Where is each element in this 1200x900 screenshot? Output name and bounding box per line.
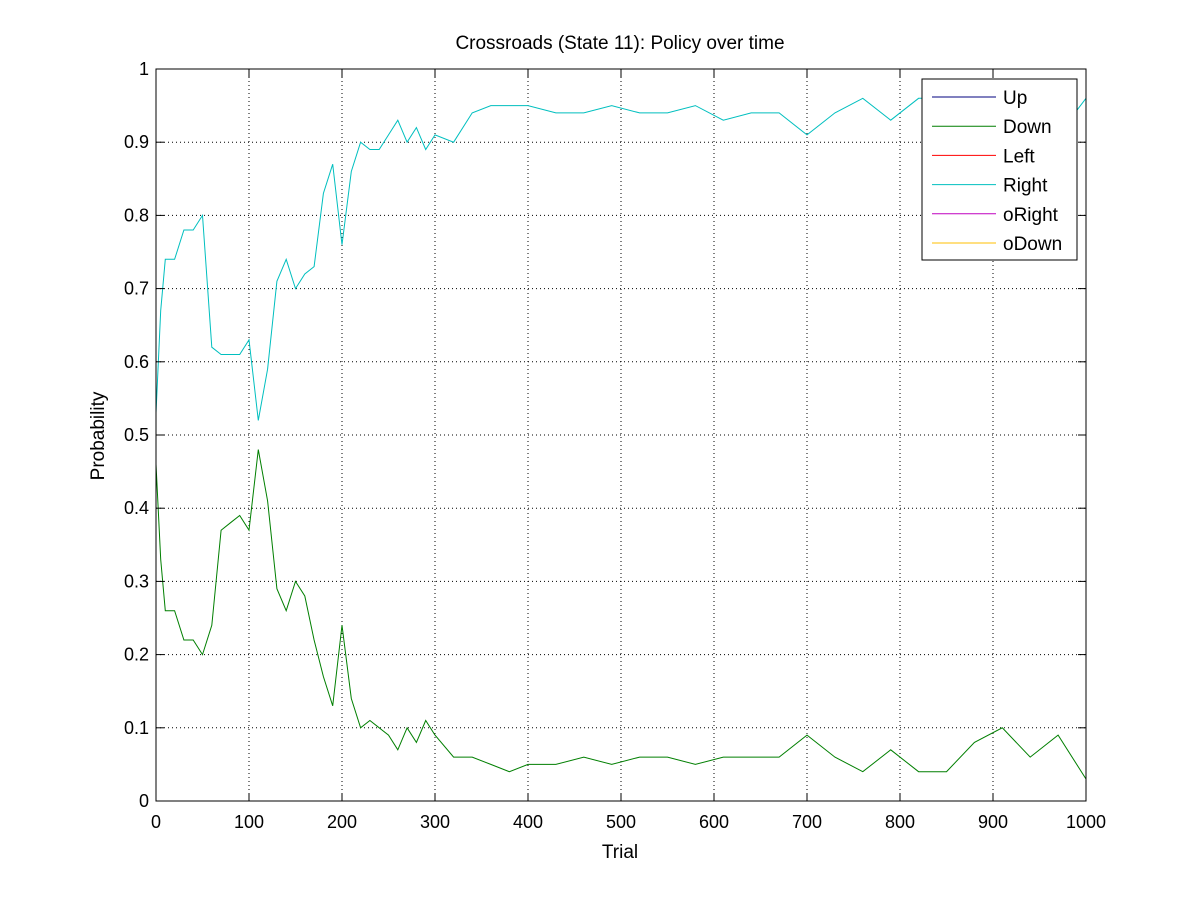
x-tick-label: 300 [420, 812, 450, 832]
legend-label-right: Right [1003, 176, 1048, 197]
chart-title: Crossroads (State 11): Policy over time [455, 33, 784, 54]
y-tick-label: 0.4 [124, 498, 149, 518]
y-tick-label: 0.8 [124, 205, 149, 225]
y-axis-label: Probability [88, 391, 109, 480]
y-tick-label: 0.7 [124, 279, 149, 299]
x-tick-label: 400 [513, 812, 543, 832]
legend-label-down: Down [1003, 117, 1052, 138]
legend-label-left: Left [1003, 146, 1035, 167]
x-axis-label: Trial [602, 842, 638, 863]
x-tick-label: 1000 [1066, 812, 1106, 832]
legend-label-oright: oRight [1003, 205, 1059, 226]
legend-box [921, 78, 1078, 261]
x-tick-label: 800 [885, 812, 915, 832]
y-tick-label: 0.5 [124, 425, 149, 445]
legend: Up Down Left Right oRight oDown [921, 78, 1078, 261]
y-tick-label: 0.2 [124, 645, 149, 665]
x-tick-label: 900 [978, 812, 1008, 832]
x-tick-label: 500 [606, 812, 636, 832]
x-tick-label: 700 [792, 812, 822, 832]
grid-lines [156, 69, 1086, 801]
y-tick-label: 0.1 [124, 718, 149, 738]
y-tick-label: 0.6 [124, 352, 149, 372]
series-line-right [155, 97, 1087, 421]
x-tick-label: 100 [234, 812, 264, 832]
legend-label-up: Up [1003, 88, 1027, 109]
axis-ticks: 0 100 200 300 400 500 600 700 800 900 1000 0 0.1 0.2 0… [124, 59, 1106, 832]
x-tick-label: 0 [151, 812, 161, 832]
y-tick-label: 1 [139, 59, 149, 79]
y-tick-label: 0.9 [124, 132, 149, 152]
series-line-down [155, 449, 1087, 780]
y-tick-label: 0.3 [124, 571, 149, 591]
y-tick-label: 0 [139, 791, 149, 811]
x-tick-label: 600 [699, 812, 729, 832]
legend-label-odown: oDown [1003, 234, 1062, 255]
x-tick-label: 200 [327, 812, 357, 832]
